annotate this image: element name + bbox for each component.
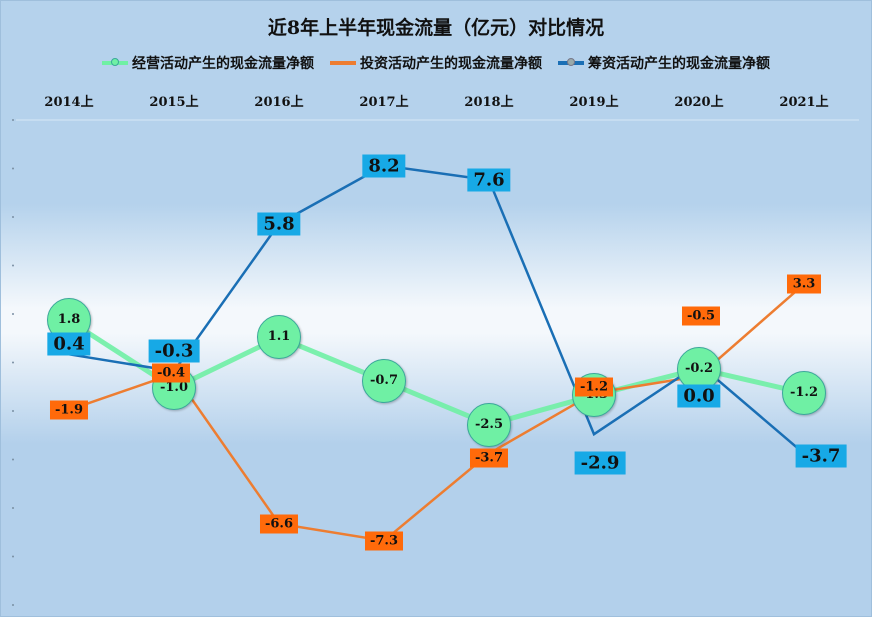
data-label-financing: 0.0 <box>677 384 721 408</box>
data-label-financing: 7.6 <box>467 168 511 192</box>
data-label-financing: 0.4 <box>47 332 91 356</box>
legend-marker-operating-icon <box>102 58 128 66</box>
legend: 经营活动产生的现金流量净额 投资活动产生的现金流量净额 筹资活动产生的现金流量净… <box>1 53 871 73</box>
data-label-investing: -1.2 <box>574 377 614 397</box>
data-label-operating: -1.2 <box>782 371 826 416</box>
legend-marker-investing-icon <box>330 61 356 65</box>
category-label: 2017上 <box>359 95 409 110</box>
category-axis: 2014上 2015上 2016上 2017上 2018上 2019上 2020… <box>1 91 871 111</box>
legend-item-financing[interactable]: 筹资活动产生的现金流量净额 <box>558 53 770 73</box>
legend-item-operating[interactable]: 经营活动产生的现金流量净额 <box>102 53 314 73</box>
data-label-financing: 5.8 <box>257 212 301 236</box>
data-label-financing: 8.2 <box>362 154 406 178</box>
data-label-investing: -3.7 <box>469 448 509 468</box>
data-label-investing: -0.4 <box>151 363 191 383</box>
category-label: 2014上 <box>44 95 94 110</box>
legend-label-operating: 经营活动产生的现金流量净额 <box>132 56 314 72</box>
data-label-investing: -0.5 <box>681 306 721 326</box>
category-label: 2016上 <box>254 95 304 110</box>
data-label-financing: -3.7 <box>795 444 847 468</box>
chart-title: 近8年上半年现金流量（亿元）对比情况 <box>267 17 605 39</box>
legend-item-investing[interactable]: 投资活动产生的现金流量净额 <box>330 53 542 73</box>
data-label-investing: 3.3 <box>787 274 821 294</box>
legend-marker-financing-icon <box>558 58 584 66</box>
category-label: 2020上 <box>674 95 724 110</box>
legend-label-financing: 筹资活动产生的现金流量净额 <box>588 56 770 72</box>
data-label-operating: 1.1 <box>257 315 301 360</box>
category-label: 2021上 <box>779 95 829 110</box>
data-label-investing: -7.3 <box>364 531 404 551</box>
data-label-operating: -2.5 <box>467 402 511 447</box>
category-label: 2018上 <box>464 95 514 110</box>
category-label: 2019上 <box>569 95 619 110</box>
data-label-investing: -6.6 <box>259 514 299 534</box>
data-label-operating: -0.7 <box>362 358 406 403</box>
data-label-investing: -1.9 <box>49 400 89 420</box>
data-label-financing: -0.3 <box>148 339 200 363</box>
legend-label-investing: 投资活动产生的现金流量净额 <box>360 56 542 72</box>
y-axis-ticks <box>12 119 14 606</box>
data-label-financing: -2.9 <box>574 451 626 475</box>
category-label: 2015上 <box>149 95 199 110</box>
